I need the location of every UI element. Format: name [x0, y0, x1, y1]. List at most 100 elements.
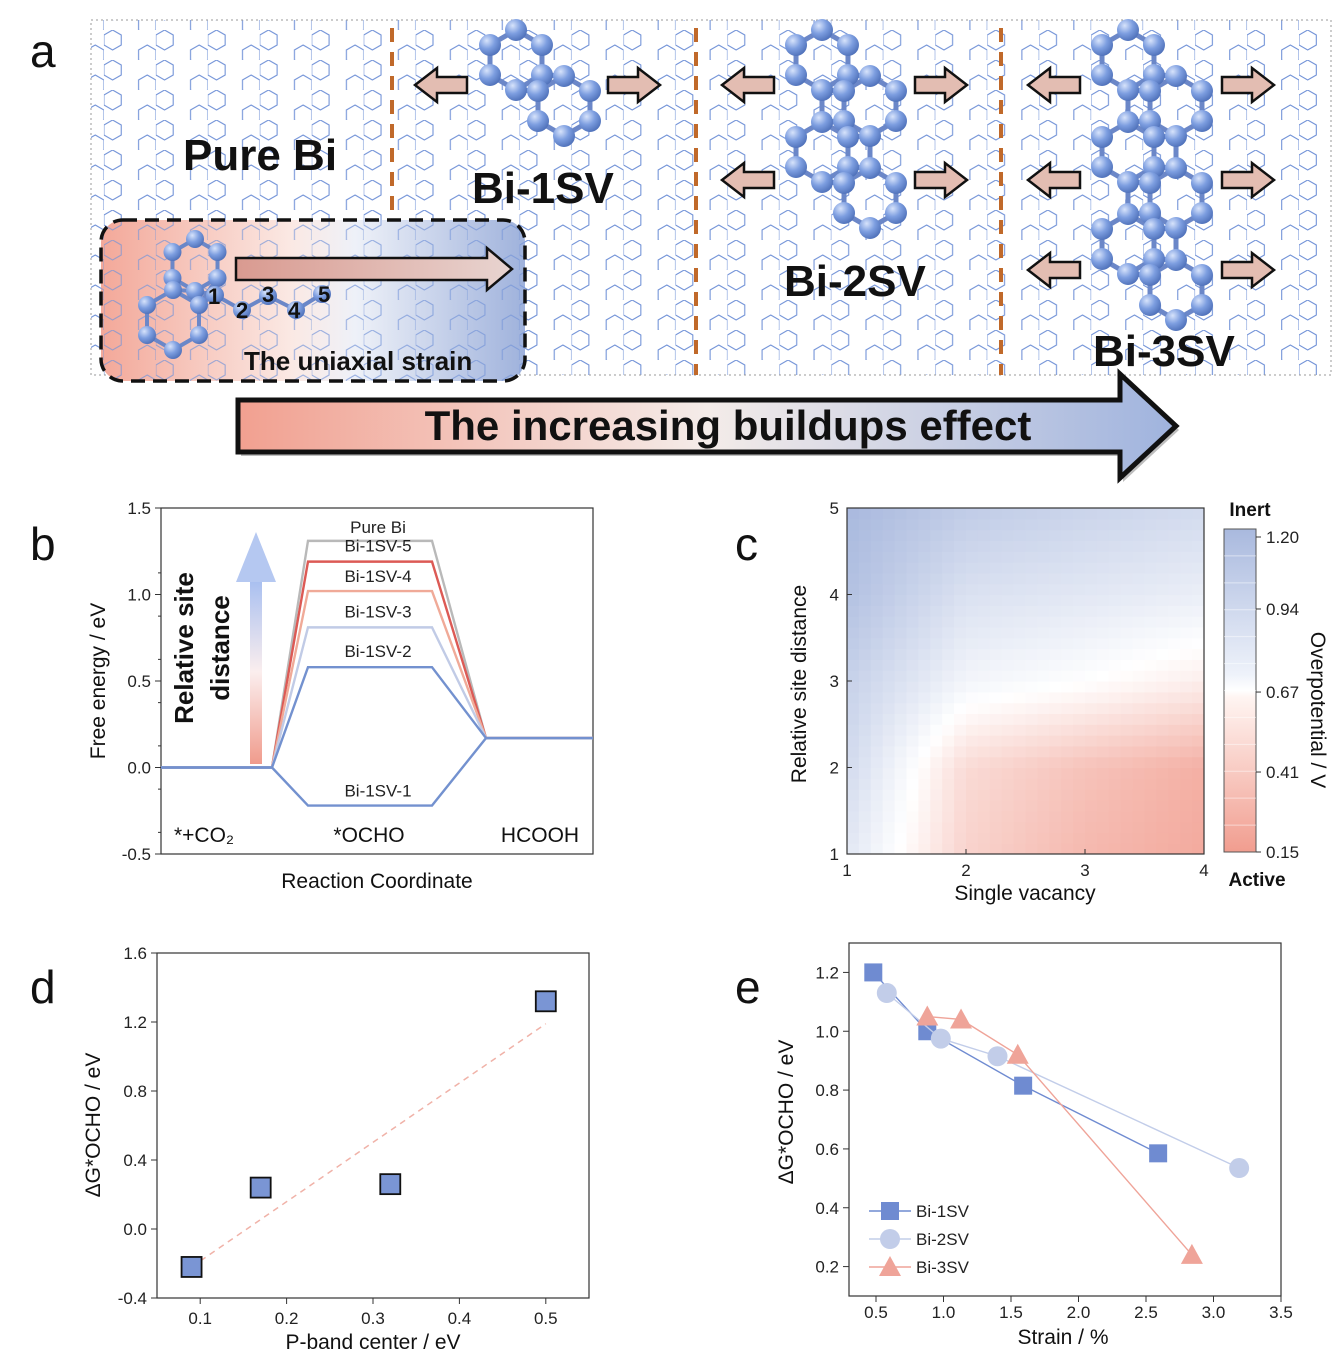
heat-cell [882, 810, 896, 823]
heat-cell [977, 583, 991, 596]
heat-cell [870, 799, 884, 812]
heat-cell [918, 659, 931, 671]
heat-cell [1192, 594, 1204, 606]
heat-cell [1001, 626, 1015, 639]
heat-cell [954, 637, 967, 650]
heat-cell [1192, 843, 1204, 854]
heat-cell [1132, 778, 1146, 790]
heat-cell [1168, 724, 1181, 736]
heat-cell [1120, 518, 1134, 531]
heat-cell [1001, 843, 1015, 854]
heat-cell [1096, 843, 1110, 854]
heat-cell [1144, 745, 1157, 758]
heat-cell [1025, 659, 1038, 671]
heat-cell [1073, 637, 1086, 650]
heat-cell [1061, 605, 1074, 617]
heat-cell [942, 778, 955, 790]
heat-cell [1192, 529, 1204, 542]
heat-cell [977, 821, 991, 833]
heat-cell [1192, 778, 1204, 790]
heat-cell [930, 659, 943, 671]
heat-cell [1108, 637, 1122, 650]
heat-cell [1156, 702, 1169, 715]
heat-cell [966, 562, 979, 574]
heat-cell [1049, 789, 1062, 801]
heat-cell [882, 799, 896, 812]
heat-cell [1085, 648, 1098, 660]
heat-cell [1132, 562, 1146, 574]
heat-cell [954, 605, 967, 617]
heat-cell [1085, 518, 1098, 531]
heat-cell [894, 616, 908, 628]
heat-cell [989, 616, 1003, 628]
heat-cell [966, 670, 979, 682]
heat-cell [1073, 810, 1086, 823]
heat-cell [870, 616, 884, 628]
ylabel-e: ΔG*OCHO / eV [775, 1040, 798, 1185]
heat-cell [1156, 551, 1169, 563]
colorbar-tick-label: 0.94 [1266, 600, 1299, 619]
heat-cell [1096, 551, 1110, 563]
heat-cell [966, 713, 979, 725]
heat-cell [1108, 616, 1122, 628]
atom [1142, 218, 1165, 240]
heat-cell [1192, 551, 1204, 563]
heat-cell [1073, 594, 1086, 606]
heat-cell [1001, 735, 1015, 747]
heat-cell [882, 724, 896, 736]
marker-triangle [950, 1008, 973, 1029]
heat-cell [1013, 843, 1027, 854]
atom [1091, 156, 1114, 178]
colorbar-tick-label: 1.20 [1266, 528, 1299, 547]
heat-cell [1061, 832, 1074, 844]
heat-cell [977, 789, 991, 801]
heat-cell [1108, 799, 1122, 812]
heat-cell [894, 778, 908, 790]
heat-cell [1085, 551, 1098, 563]
heat-cell [1061, 735, 1074, 747]
heat-cell [1073, 681, 1086, 693]
heat-cell [977, 724, 991, 736]
heat-cell [1180, 745, 1193, 758]
heat-cell [1108, 540, 1122, 552]
heat-cell [1144, 529, 1157, 542]
heat-cell [1085, 821, 1098, 833]
heat-cell [1180, 518, 1193, 531]
heat-cell [882, 648, 896, 660]
site-number-4: 4 [288, 298, 301, 323]
heat-cell [1180, 529, 1193, 542]
heat-cell [1049, 594, 1062, 606]
heat-cell [1073, 540, 1086, 552]
atom [811, 79, 833, 101]
heat-cell [1073, 518, 1086, 531]
heat-cell [1120, 572, 1134, 585]
heat-cell [1096, 713, 1110, 725]
heat-cell [1049, 691, 1062, 704]
heat-cell [1085, 637, 1098, 650]
heat-cell [1013, 583, 1027, 596]
heat-cell [1144, 767, 1157, 779]
heat-cell [1108, 681, 1122, 693]
colorbar-label: Overpotential / V [1306, 632, 1329, 788]
heat-cell [966, 616, 979, 628]
ytick-label-e: 1.2 [815, 963, 839, 982]
heat-cell [1061, 778, 1074, 790]
heat-cell [989, 508, 1003, 520]
heat-cell [1085, 745, 1098, 758]
heat-cell [894, 605, 908, 617]
heat-cell [1108, 724, 1122, 736]
heat-cell [870, 540, 884, 552]
heat-cell [1037, 713, 1050, 725]
heat-cell [1156, 778, 1169, 790]
atom [189, 296, 208, 314]
heat-cell [1013, 508, 1027, 520]
xtick-label-d: 0.3 [361, 1309, 385, 1328]
heat-cell [930, 508, 943, 520]
heat-cell [1108, 508, 1122, 520]
heat-cell [1144, 637, 1157, 650]
heat-cell [1025, 626, 1038, 639]
heat-cell [1049, 518, 1062, 531]
heat-cell [1061, 745, 1074, 758]
heat-cell [989, 626, 1003, 639]
heat-cell [870, 832, 884, 844]
